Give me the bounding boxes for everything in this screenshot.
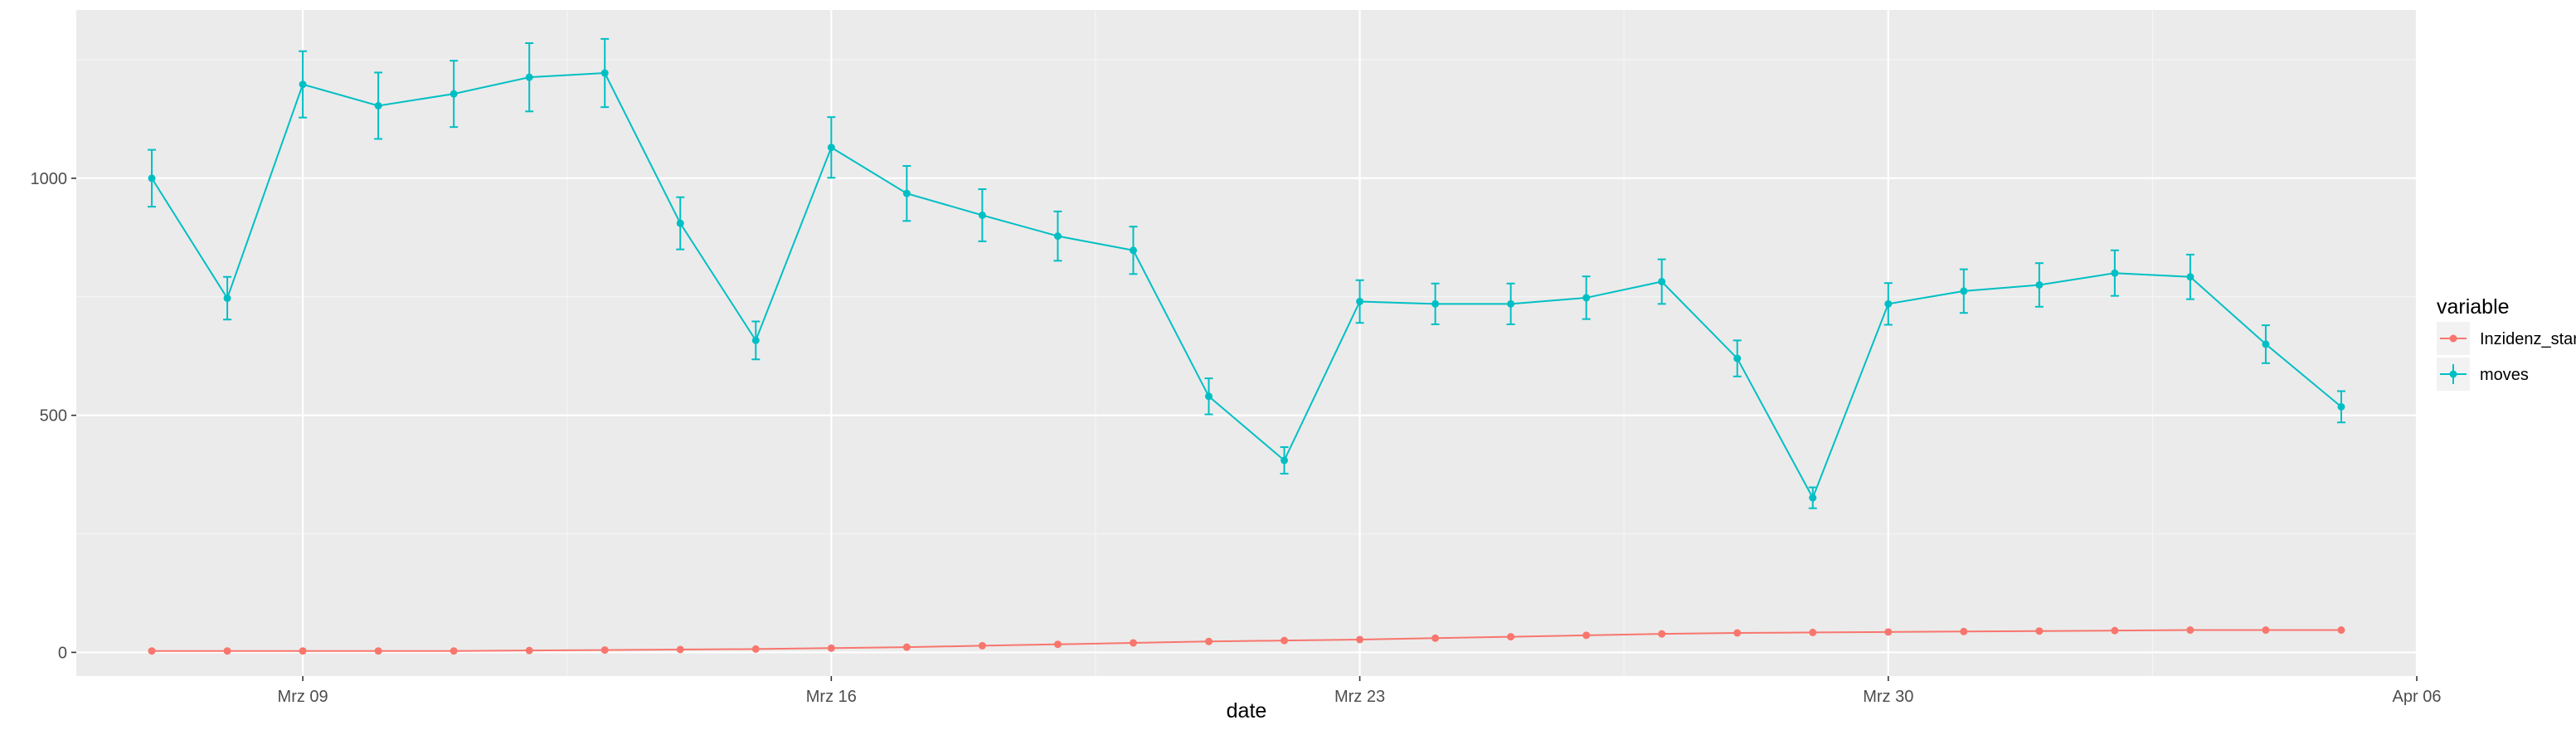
data-point xyxy=(525,73,533,81)
data-point xyxy=(676,645,684,654)
data-point xyxy=(2186,273,2194,281)
plot-panel xyxy=(76,10,2417,676)
data-point xyxy=(2262,626,2270,635)
data-point xyxy=(2111,626,2119,635)
data-point xyxy=(1204,392,1213,401)
data-point xyxy=(1809,628,1817,636)
major-gridlines xyxy=(76,10,2418,676)
data-point xyxy=(1884,628,1893,636)
data-point xyxy=(2337,402,2345,411)
data-point xyxy=(1582,631,1591,640)
legend-key-point xyxy=(2449,334,2457,343)
data-point xyxy=(1507,299,1515,308)
data-point xyxy=(299,647,307,655)
y-tick-label: 1000 xyxy=(31,170,68,188)
data-point xyxy=(148,174,156,182)
data-point xyxy=(1356,297,1364,305)
data-point xyxy=(2186,626,2194,635)
data-point xyxy=(600,69,609,77)
data-point xyxy=(1809,494,1817,502)
x-axis: Mrz 09 Mrz 16 Mrz 23 Mrz 30 Apr 06 xyxy=(278,676,2442,706)
data-point xyxy=(1053,640,1062,649)
series-line xyxy=(152,629,2341,652)
data-point xyxy=(751,336,760,344)
legend-label: Inzidenz_start xyxy=(2480,330,2576,348)
data-point xyxy=(2262,340,2270,348)
data-point xyxy=(1658,630,1666,638)
data-point xyxy=(1204,637,1213,645)
data-point xyxy=(676,219,684,227)
data-point xyxy=(299,80,307,89)
legend-key-Inzidenz_start xyxy=(2437,322,2470,355)
data-point xyxy=(374,101,382,110)
data-point xyxy=(450,90,458,98)
data-point xyxy=(1507,633,1515,641)
data-point xyxy=(1884,299,1893,308)
data-point xyxy=(2035,280,2044,289)
data-point xyxy=(978,211,986,219)
data-point xyxy=(1582,294,1591,302)
data-point xyxy=(902,643,911,651)
data-point xyxy=(1129,246,1137,255)
y-tick-label: 0 xyxy=(58,644,67,662)
data-point xyxy=(1281,456,1289,465)
minor-gridlines xyxy=(76,10,2417,676)
data-point xyxy=(827,644,835,652)
data-point xyxy=(2035,627,2044,635)
data-point xyxy=(1129,639,1137,647)
x-tick-label: Mrz 30 xyxy=(1863,688,1913,706)
series-Inzidenz_start xyxy=(148,626,2345,655)
legend-title: variable xyxy=(2437,295,2510,319)
series-layer xyxy=(148,37,2345,655)
data-point xyxy=(148,647,156,655)
data-point xyxy=(1356,635,1364,644)
x-tick-label: Mrz 23 xyxy=(1334,688,1385,706)
legend-key-moves xyxy=(2437,358,2470,391)
data-point xyxy=(751,645,760,653)
x-axis-title: date xyxy=(1227,699,1267,723)
data-point xyxy=(1431,634,1440,642)
data-point xyxy=(1733,629,1742,637)
data-point xyxy=(1053,232,1062,241)
data-point xyxy=(1281,636,1289,645)
data-point xyxy=(2337,626,2345,635)
x-tick-label: Mrz 16 xyxy=(806,688,857,706)
data-point xyxy=(978,641,986,650)
data-point xyxy=(902,189,911,197)
data-point xyxy=(223,294,231,302)
legend-label: moves xyxy=(2480,366,2529,384)
x-tick-label: Apr 06 xyxy=(2393,688,2442,706)
data-point xyxy=(1431,299,1440,308)
data-point xyxy=(1960,627,1968,635)
series-moves xyxy=(148,37,2345,509)
data-point xyxy=(1733,354,1742,363)
x-tick-label: Mrz 09 xyxy=(278,688,328,706)
y-axis: 0 500 1000 xyxy=(31,170,76,662)
data-point xyxy=(600,646,609,655)
y-tick-label: 500 xyxy=(40,407,67,426)
data-point xyxy=(2111,269,2119,277)
data-point xyxy=(525,646,533,655)
series-line xyxy=(151,71,2342,500)
data-point xyxy=(1658,277,1666,285)
data-point xyxy=(827,144,835,152)
data-point xyxy=(223,647,231,655)
data-point xyxy=(1960,287,1968,295)
data-point xyxy=(374,647,382,655)
data-point xyxy=(450,647,458,655)
